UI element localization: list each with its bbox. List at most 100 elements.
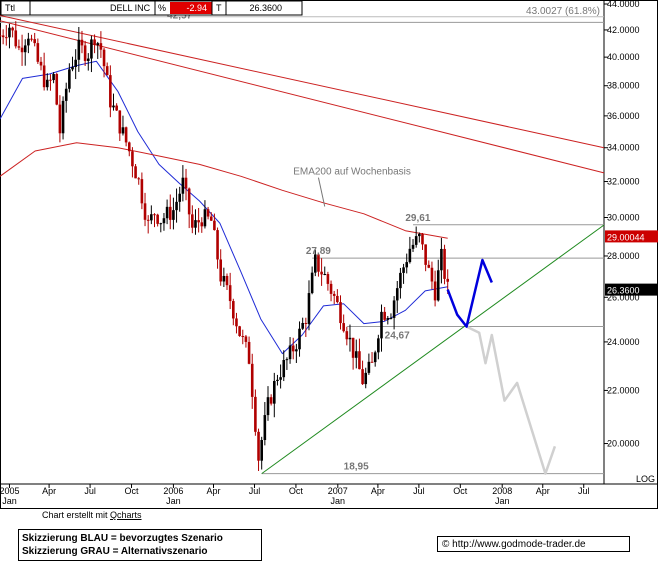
y-tick-label: 26.0000 bbox=[607, 292, 640, 302]
candle-body bbox=[250, 363, 254, 397]
candle-body bbox=[339, 302, 342, 324]
candle-body bbox=[392, 300, 396, 318]
candle-body bbox=[320, 271, 323, 275]
candle-body bbox=[77, 39, 81, 60]
ema200-annotation: EMA200 auf Wochenbasis bbox=[293, 167, 411, 178]
candle-body bbox=[11, 27, 14, 31]
candle-body bbox=[96, 43, 100, 45]
candle-body bbox=[8, 27, 11, 38]
x-tick-label: Apr bbox=[536, 486, 550, 496]
legend-grey: Skizzierung GRAU = Alternativszenario bbox=[22, 546, 208, 557]
x-tick-label: Jul bbox=[84, 486, 96, 496]
candle-body bbox=[367, 361, 371, 373]
x-tick-label: Jul bbox=[249, 486, 261, 496]
candle-body bbox=[200, 222, 204, 227]
candle-body bbox=[282, 359, 286, 378]
candle-body bbox=[358, 351, 361, 370]
candle-body bbox=[187, 188, 191, 215]
candle-body bbox=[165, 206, 169, 219]
candle-body bbox=[301, 322, 304, 329]
candle-body bbox=[433, 281, 437, 301]
candle-body bbox=[61, 100, 65, 134]
candle-body bbox=[317, 254, 320, 272]
footer-link[interactable]: © http://www.godmode-trader.de bbox=[437, 536, 630, 552]
log-scale-label: LOG bbox=[636, 474, 655, 484]
candle-body bbox=[247, 341, 251, 364]
y-tick-label: 32.0000 bbox=[607, 177, 640, 187]
candle-body bbox=[424, 244, 427, 265]
candle-body bbox=[64, 88, 68, 101]
downtrend-line bbox=[0, 15, 605, 149]
candle-body bbox=[121, 127, 125, 134]
candle-body bbox=[17, 46, 21, 48]
y-tick-label: 22.0000 bbox=[607, 385, 640, 395]
candle-body bbox=[399, 272, 402, 289]
y-tick-label: 44.0000 bbox=[607, 0, 640, 9]
candle-body bbox=[39, 61, 43, 66]
level-lines bbox=[0, 16, 604, 475]
level-label: 42,57 bbox=[167, 10, 192, 21]
candle-body bbox=[124, 127, 128, 143]
annotation-pointer bbox=[317, 177, 326, 207]
candle-body bbox=[345, 331, 349, 340]
candle-body bbox=[197, 220, 200, 223]
candle-body bbox=[137, 178, 141, 180]
x-tick-label: Apr bbox=[42, 486, 56, 496]
last-price-tag-bg bbox=[605, 283, 658, 296]
candle-body bbox=[118, 110, 122, 134]
candle-body bbox=[99, 43, 103, 50]
candle-body bbox=[361, 369, 364, 385]
candle-body bbox=[52, 74, 55, 81]
axes: 44.0000 42.0000 40.0000 38.0000 36.0000 34.00… bbox=[0, 0, 658, 506]
x-tick-sublabel: Jan bbox=[495, 496, 510, 506]
candle-body bbox=[370, 361, 374, 363]
candle-body bbox=[304, 322, 308, 324]
candle-body bbox=[298, 328, 301, 350]
candle-body bbox=[373, 352, 377, 363]
y-tick-label: 24.0000 bbox=[607, 337, 640, 347]
candle-body bbox=[238, 326, 241, 337]
y-tick-label: 20.0000 bbox=[607, 439, 640, 449]
candle-body bbox=[295, 349, 298, 352]
candle-body bbox=[58, 104, 62, 134]
candle-body bbox=[383, 311, 386, 320]
candle-body bbox=[411, 244, 415, 249]
candle-body bbox=[150, 214, 153, 221]
candle-body bbox=[42, 65, 46, 88]
credit-tool-link[interactable]: Qcharts bbox=[110, 510, 142, 520]
candle-body bbox=[159, 223, 163, 225]
candle-body bbox=[36, 43, 40, 62]
x-tick-label: Jul bbox=[578, 486, 590, 496]
candle-body bbox=[162, 218, 166, 224]
chart-labels: 42,57 29,61 27,89 24,67 18,95 43.0027 (61.8%)… bbox=[167, 6, 600, 473]
candle-body bbox=[33, 39, 36, 44]
candle-body bbox=[323, 274, 327, 276]
candle-body bbox=[440, 248, 443, 271]
moving-averages bbox=[0, 60, 448, 355]
y-tick-label: 40.0000 bbox=[607, 52, 640, 62]
x-tick-sublabel: Jan bbox=[166, 496, 181, 506]
candle-body bbox=[203, 209, 207, 227]
candle-body bbox=[216, 230, 219, 260]
candle-body bbox=[235, 318, 238, 327]
candle-body bbox=[279, 377, 282, 380]
trend-lines bbox=[0, 15, 605, 475]
candle-body bbox=[219, 259, 223, 282]
last-value: 26.3600 bbox=[249, 3, 282, 13]
level-label: 27,89 bbox=[306, 246, 331, 257]
candle-body bbox=[263, 415, 267, 440]
candle-body bbox=[342, 323, 345, 332]
instrument-name: DELL INC bbox=[110, 3, 151, 13]
candle-body bbox=[225, 275, 229, 286]
candle-body bbox=[389, 317, 393, 319]
y-tick-label: 30.0000 bbox=[607, 213, 640, 223]
candle-body bbox=[291, 345, 295, 352]
chart-credit: Chart erstellt mit Qcharts bbox=[42, 510, 142, 520]
candle-body bbox=[83, 45, 87, 61]
candle-body bbox=[178, 193, 182, 202]
candle-body bbox=[175, 201, 178, 211]
candle-body bbox=[351, 337, 355, 358]
candle-body bbox=[364, 372, 368, 385]
candle-body bbox=[93, 39, 96, 45]
candle-body bbox=[377, 338, 380, 353]
